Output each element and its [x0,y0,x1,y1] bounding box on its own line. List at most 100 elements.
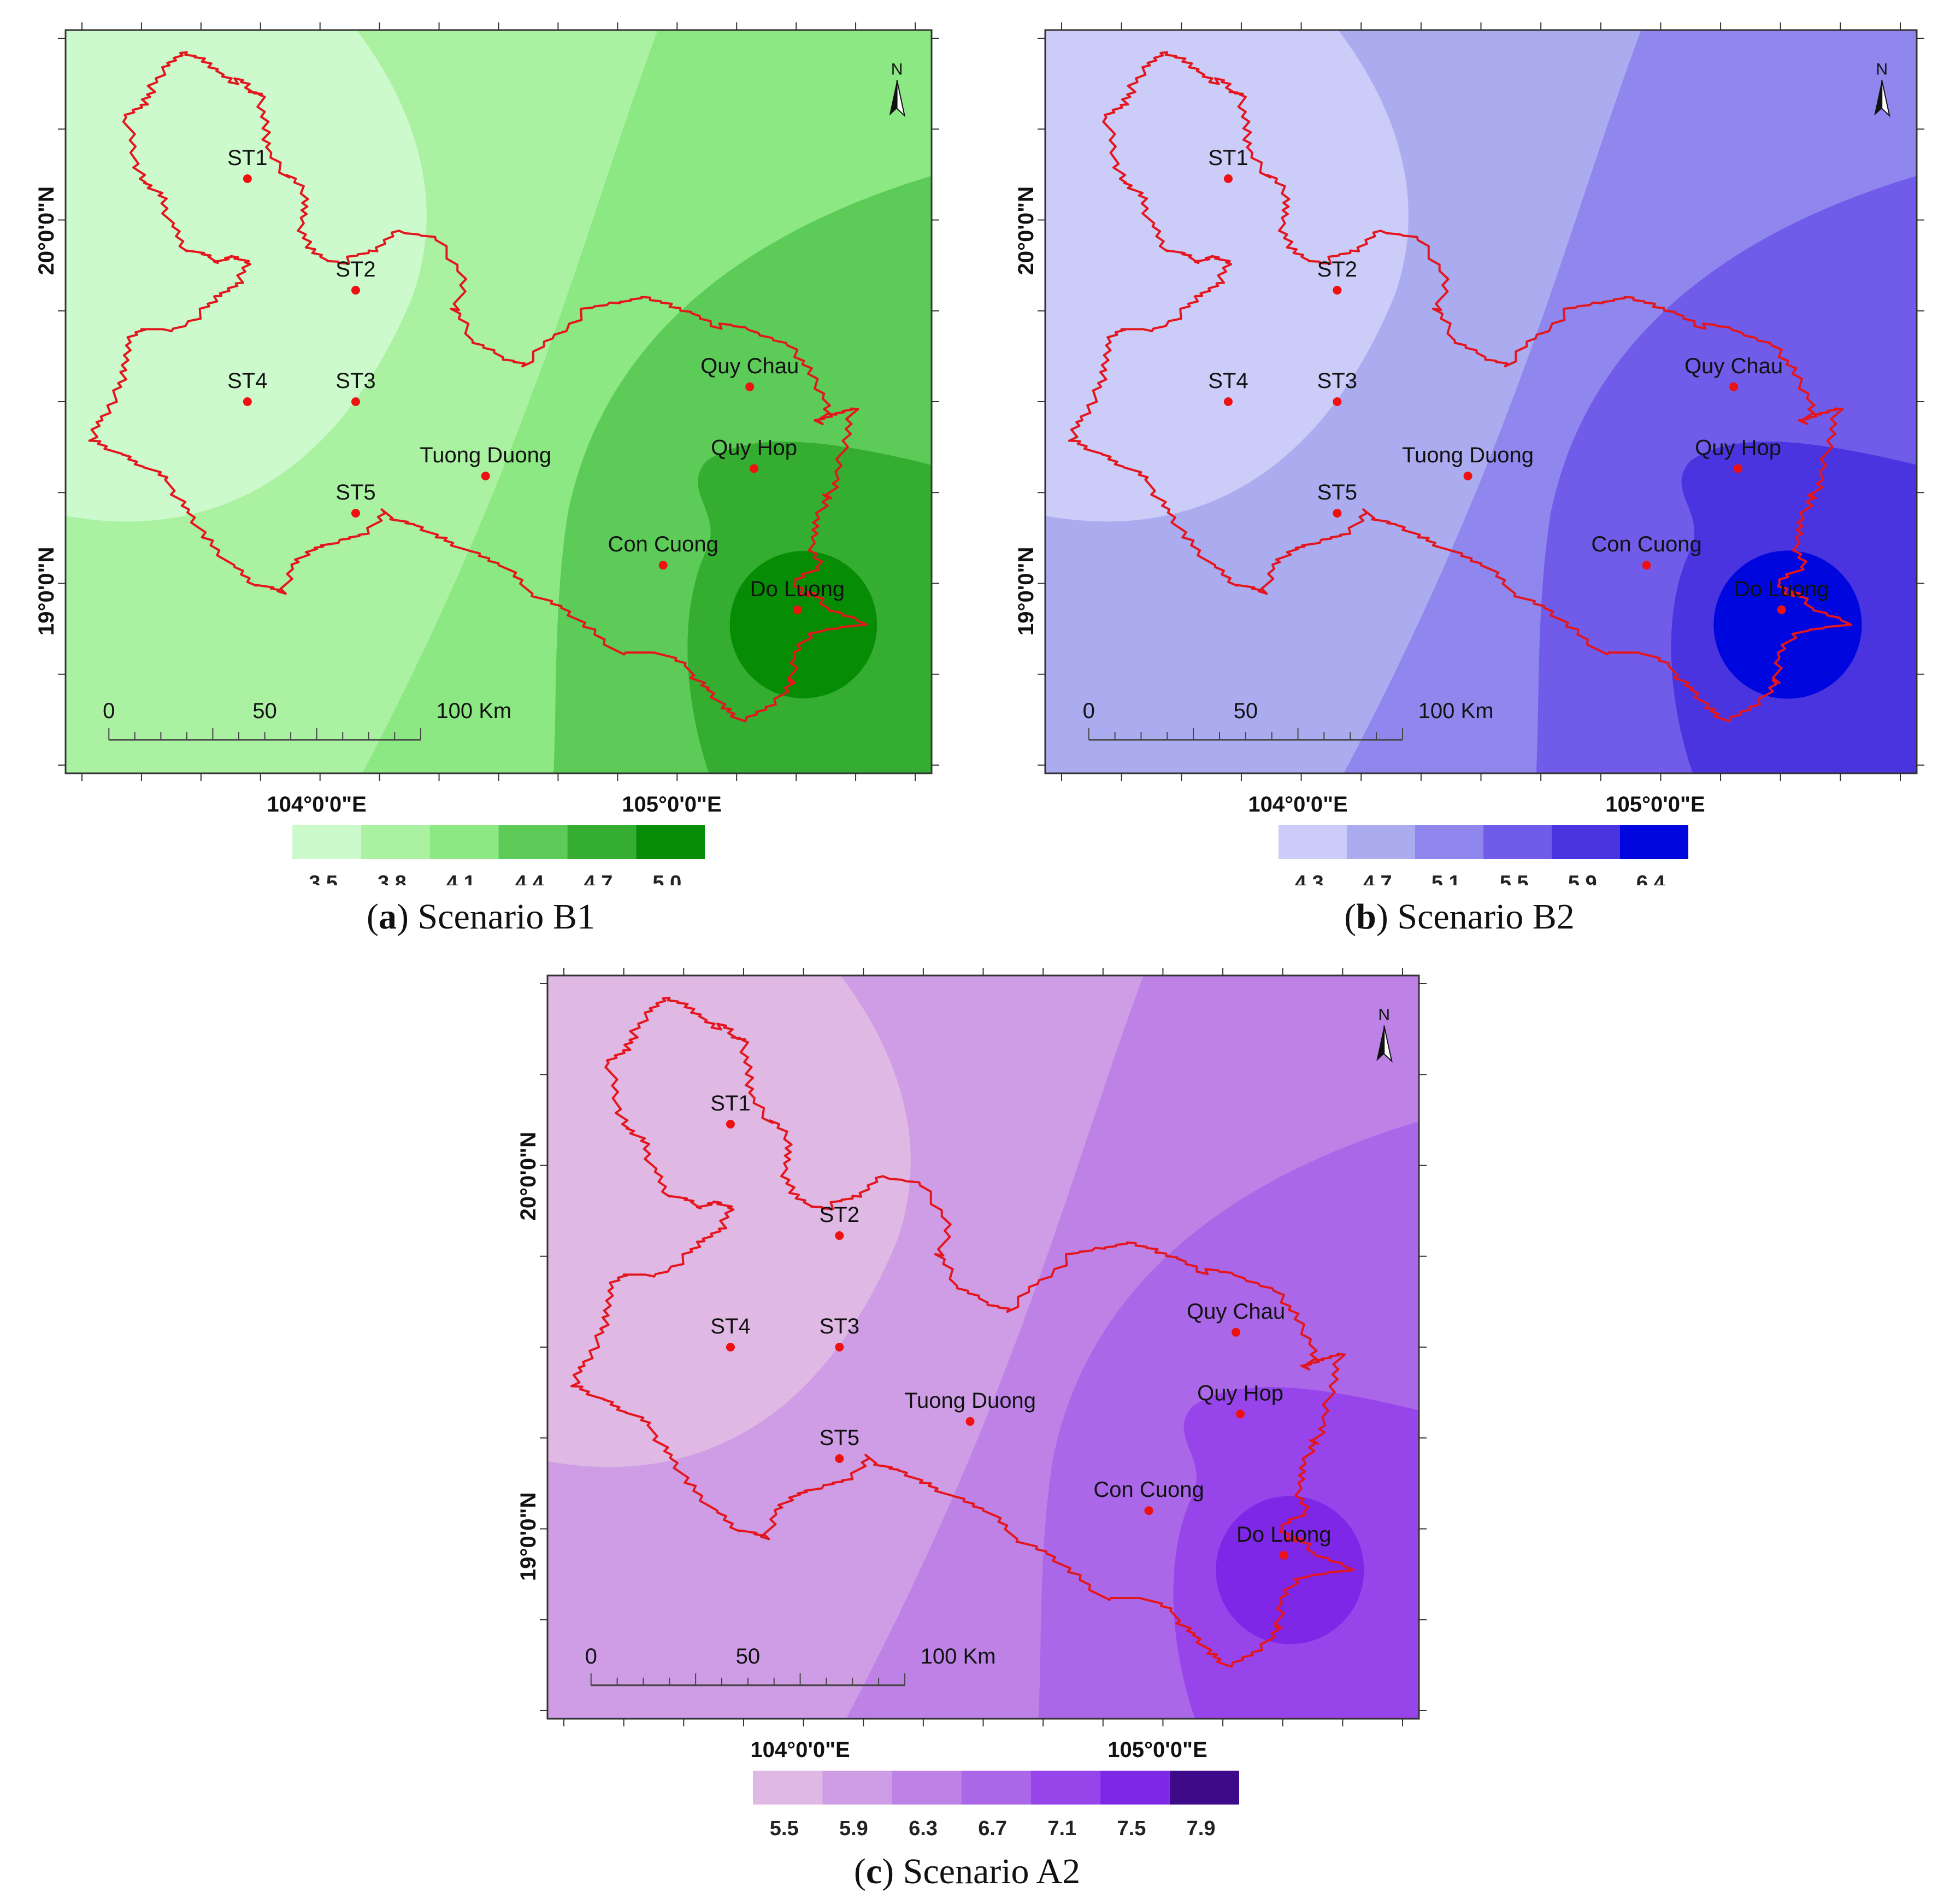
station-label: ST2 [1317,257,1357,281]
north-arrow-icon [889,80,897,116]
station-label: Con Cuong [608,532,718,556]
north-label: N [1876,61,1888,79]
caption-letter: b [1356,897,1376,937]
zone-1 [1045,30,1409,522]
legend-label: 5.9 [1568,872,1597,885]
legend-swatch [1552,825,1620,859]
station-marker [351,397,360,406]
station-label: ST4 [1208,369,1248,393]
station-marker [1236,1409,1245,1419]
north-arrow-icon [1874,80,1882,116]
legend-label: 4.7 [584,872,613,885]
station-marker [835,1343,844,1351]
map-panel-b: ST1 ST2 ST3 ST4 ST5 Tuong Duong Quy Chau Quy Ho… [981,0,1938,951]
station-marker [750,464,759,473]
latitude-label: 19°0'0"N [1014,547,1038,636]
scale-label: 50 [1234,699,1258,723]
station-marker [1279,1550,1288,1560]
station-label: Quy Hop [1695,436,1781,460]
station-marker [965,1417,975,1426]
longitude-label: 105°0'0"E [1605,792,1705,816]
zone-6 [1713,550,1862,699]
station-marker [793,605,802,614]
scale-label: 100 Km [921,1644,996,1668]
legend-label: 7.1 [1047,1817,1076,1840]
legend-swatch [1030,1771,1100,1805]
legend-swatch [1169,1771,1239,1805]
station-label: Do Luong [1236,1523,1331,1547]
station-label: Quy Chau [700,354,799,378]
latitude-label: 20°0'0"N [34,186,58,275]
legend-label: 5.0 [652,872,681,885]
station-label: Do Luong [1734,577,1829,601]
scale-label: 50 [252,699,277,723]
legend-label: 5.5 [770,1817,799,1840]
station-label: Con Cuong [1093,1478,1204,1502]
station-label: ST5 [1317,480,1357,504]
station-marker [726,1120,735,1129]
station-label: ST5 [335,480,375,504]
station-label: ST1 [710,1091,750,1115]
longitude-label: 105°0'0"E [622,792,721,816]
station-label: ST2 [335,257,375,281]
north-label: N [891,61,903,79]
station-marker [1144,1506,1153,1515]
station-marker [1333,286,1342,295]
legend-swatch [1620,825,1688,859]
scale-label: 50 [736,1644,761,1668]
scale-label: 100 Km [436,699,511,723]
legend-swatch [1100,1771,1170,1805]
legend-label: 4.7 [1363,872,1392,885]
station-marker [1642,561,1651,570]
legend-label: 6.3 [909,1817,938,1840]
scale-label: 0 [585,1644,597,1668]
station-marker [745,382,755,391]
legend-label: 6.7 [978,1817,1007,1840]
station-marker [1734,464,1743,473]
caption-text: Scenario B2 [1397,897,1575,937]
station-label: ST1 [227,146,267,170]
legend-swatch [1347,825,1415,859]
legend-label: 4.4 [515,872,544,885]
legend-swatch [636,825,705,859]
caption-letter: c [865,1852,882,1891]
map-frame: ST1 ST2 ST3 ST4 ST5 Tuong Duong Quy Chau Quy Ho… [547,975,1419,1719]
map-panel-c: ST1 ST2 ST3 ST4 ST5 Tuong Duong Quy Chau Quy Ho… [486,948,1448,1904]
legend-label: 4.1 [446,872,475,885]
station-label: Tuong Duong [904,1389,1036,1413]
station-marker [1232,1327,1241,1337]
station-label: ST2 [820,1203,859,1227]
legend-swatch [361,825,430,859]
legend-swatch [1279,825,1347,859]
zone-6 [729,551,877,698]
station-marker [658,561,668,570]
map-frame: ST1 ST2 ST3 ST4 ST5 Tuong Duong Quy Chau Quy Ho… [66,30,932,773]
legend-label: 3.5 [309,872,338,885]
legend-swatch [961,1771,1031,1805]
station-marker [835,1231,844,1240]
legend-swatch [498,825,568,859]
scale-label: 100 Km [1418,699,1494,723]
station-marker [1223,397,1233,406]
station-label: ST3 [335,369,375,393]
caption-text: Scenario A2 [903,1852,1081,1891]
map-a: ST1 ST2 ST3 ST4 ST5 Tuong Duong Quy Chau Quy Ho… [34,22,939,895]
caption-text: Scenario B1 [417,897,595,937]
catchment-boundary [88,51,868,722]
longitude-label: 105°0'0"E [1108,1738,1207,1762]
station-label: ST4 [710,1314,750,1338]
station-label: ST3 [1317,369,1357,393]
map-panel-a: ST1 ST2 ST3 ST4 ST5 Tuong Duong Quy Chau Quy Ho… [0,0,962,951]
legend-label: 5.1 [1432,872,1460,885]
scale-label: 0 [103,699,115,723]
catchment-boundary [1068,51,1853,722]
scale-label: 0 [1083,699,1095,723]
legend-swatch [753,1771,823,1805]
catchment-boundary [570,996,1355,1668]
legend-label: 6.4 [1636,872,1665,885]
longitude-label: 104°0'0"E [750,1738,850,1762]
longitude-label: 104°0'0"E [267,792,366,816]
station-marker [243,174,252,183]
station-marker [243,397,252,406]
zone-6 [1216,1496,1364,1644]
